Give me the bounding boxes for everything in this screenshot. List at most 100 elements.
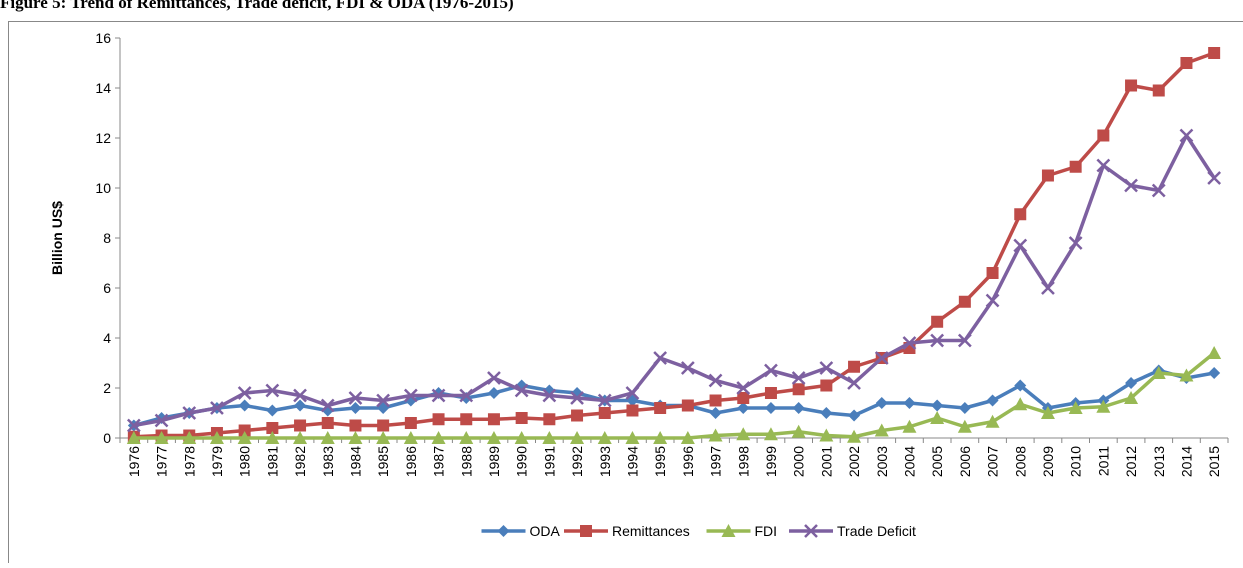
data-point xyxy=(1014,240,1026,252)
data-point xyxy=(1208,172,1220,184)
x-tick-label: 2007 xyxy=(985,446,1001,477)
data-point xyxy=(1014,208,1026,220)
y-tick-label: 6 xyxy=(103,280,111,296)
x-tick-label: 1986 xyxy=(403,446,419,477)
x-tick-label: 1983 xyxy=(320,446,336,477)
data-point xyxy=(1180,57,1192,69)
x-tick-label: 2011 xyxy=(1095,446,1111,476)
chart-frame xyxy=(9,22,1243,564)
data-point xyxy=(1042,170,1054,182)
data-point xyxy=(1180,130,1192,142)
legend-label: Remittances xyxy=(612,523,690,539)
legend-label: ODA xyxy=(530,523,561,539)
x-tick-label: 1977 xyxy=(154,446,170,477)
series-line xyxy=(134,53,1214,437)
y-tick-label: 16 xyxy=(95,30,111,46)
data-point xyxy=(377,420,389,432)
x-tick-label: 1998 xyxy=(735,446,751,477)
data-point xyxy=(626,405,638,417)
data-point xyxy=(876,397,888,409)
x-tick-label: 1978 xyxy=(181,446,197,477)
data-point xyxy=(682,400,694,412)
data-point xyxy=(903,397,915,409)
data-point xyxy=(488,413,500,425)
data-point xyxy=(820,407,832,419)
x-tick-label: 1976 xyxy=(126,446,142,477)
x-tick-label: 1990 xyxy=(514,446,530,477)
y-tick-label: 8 xyxy=(103,230,111,246)
data-point xyxy=(1013,397,1027,410)
data-point xyxy=(765,402,777,414)
data-point xyxy=(1207,346,1221,359)
x-tick-label: 1980 xyxy=(237,446,253,477)
data-point xyxy=(460,413,472,425)
data-point xyxy=(599,407,611,419)
legend-marker xyxy=(580,525,592,537)
data-point xyxy=(848,377,860,389)
x-tick-label: 1997 xyxy=(708,446,724,477)
y-tick-label: 14 xyxy=(95,80,111,96)
x-tick-label: 1994 xyxy=(624,446,640,477)
data-point xyxy=(1125,80,1137,92)
data-point xyxy=(433,413,445,425)
chart-title: Figure 5: Trend of Remittances, Trade de… xyxy=(0,0,514,12)
data-point xyxy=(710,395,722,407)
legend-label: FDI xyxy=(755,523,778,539)
y-tick-label: 2 xyxy=(103,380,111,396)
data-point xyxy=(793,402,805,414)
x-tick-label: 2008 xyxy=(1012,446,1028,477)
data-point xyxy=(1208,367,1220,379)
x-tick-label: 1979 xyxy=(209,446,225,477)
x-tick-label: 1981 xyxy=(264,446,280,477)
x-tick-label: 1982 xyxy=(292,446,308,477)
x-tick-label: 2001 xyxy=(818,446,834,477)
data-point xyxy=(1042,282,1054,294)
x-tick-label: 2010 xyxy=(1068,446,1084,477)
data-point xyxy=(488,387,500,399)
x-tick-label: 2015 xyxy=(1206,446,1222,477)
data-point xyxy=(848,410,860,422)
legend-marker xyxy=(498,525,510,537)
y-tick-label: 0 xyxy=(103,430,111,446)
data-point xyxy=(349,420,361,432)
data-point xyxy=(294,420,306,432)
x-tick-label: 1996 xyxy=(680,446,696,477)
x-tick-label: 1991 xyxy=(541,446,557,477)
data-point xyxy=(710,407,722,419)
x-tick-label: 2003 xyxy=(874,446,890,477)
x-tick-label: 1989 xyxy=(486,446,502,477)
x-tick-label: 1992 xyxy=(569,446,585,477)
data-point xyxy=(654,402,666,414)
data-point xyxy=(405,417,417,429)
data-point xyxy=(1070,161,1082,173)
data-point xyxy=(516,412,528,424)
data-point xyxy=(931,316,943,328)
data-point xyxy=(543,413,555,425)
y-tick-label: 4 xyxy=(103,330,111,346)
data-point xyxy=(1153,85,1165,97)
x-tick-label: 2012 xyxy=(1123,446,1139,477)
data-point xyxy=(793,383,805,395)
x-tick-label: 1984 xyxy=(347,446,363,477)
data-point xyxy=(571,410,583,422)
data-point xyxy=(266,405,278,417)
y-axis-label: Billion US$ xyxy=(49,201,65,275)
x-tick-label: 1985 xyxy=(375,446,391,477)
x-tick-label: 1993 xyxy=(597,446,613,477)
y-tick-label: 12 xyxy=(95,130,111,146)
data-point xyxy=(1097,130,1109,142)
x-tick-label: 1995 xyxy=(652,446,668,477)
x-tick-label: 2013 xyxy=(1151,446,1167,477)
x-tick-label: 2014 xyxy=(1178,446,1194,477)
data-point xyxy=(820,380,832,392)
data-point xyxy=(931,400,943,412)
x-tick-label: 2006 xyxy=(957,446,973,477)
x-tick-label: 2002 xyxy=(846,446,862,477)
data-point xyxy=(848,361,860,373)
data-point xyxy=(930,411,944,424)
legend-label: Trade Deficit xyxy=(837,523,916,539)
data-point xyxy=(239,400,251,412)
data-point xyxy=(987,267,999,279)
x-tick-label: 2009 xyxy=(1040,446,1056,477)
